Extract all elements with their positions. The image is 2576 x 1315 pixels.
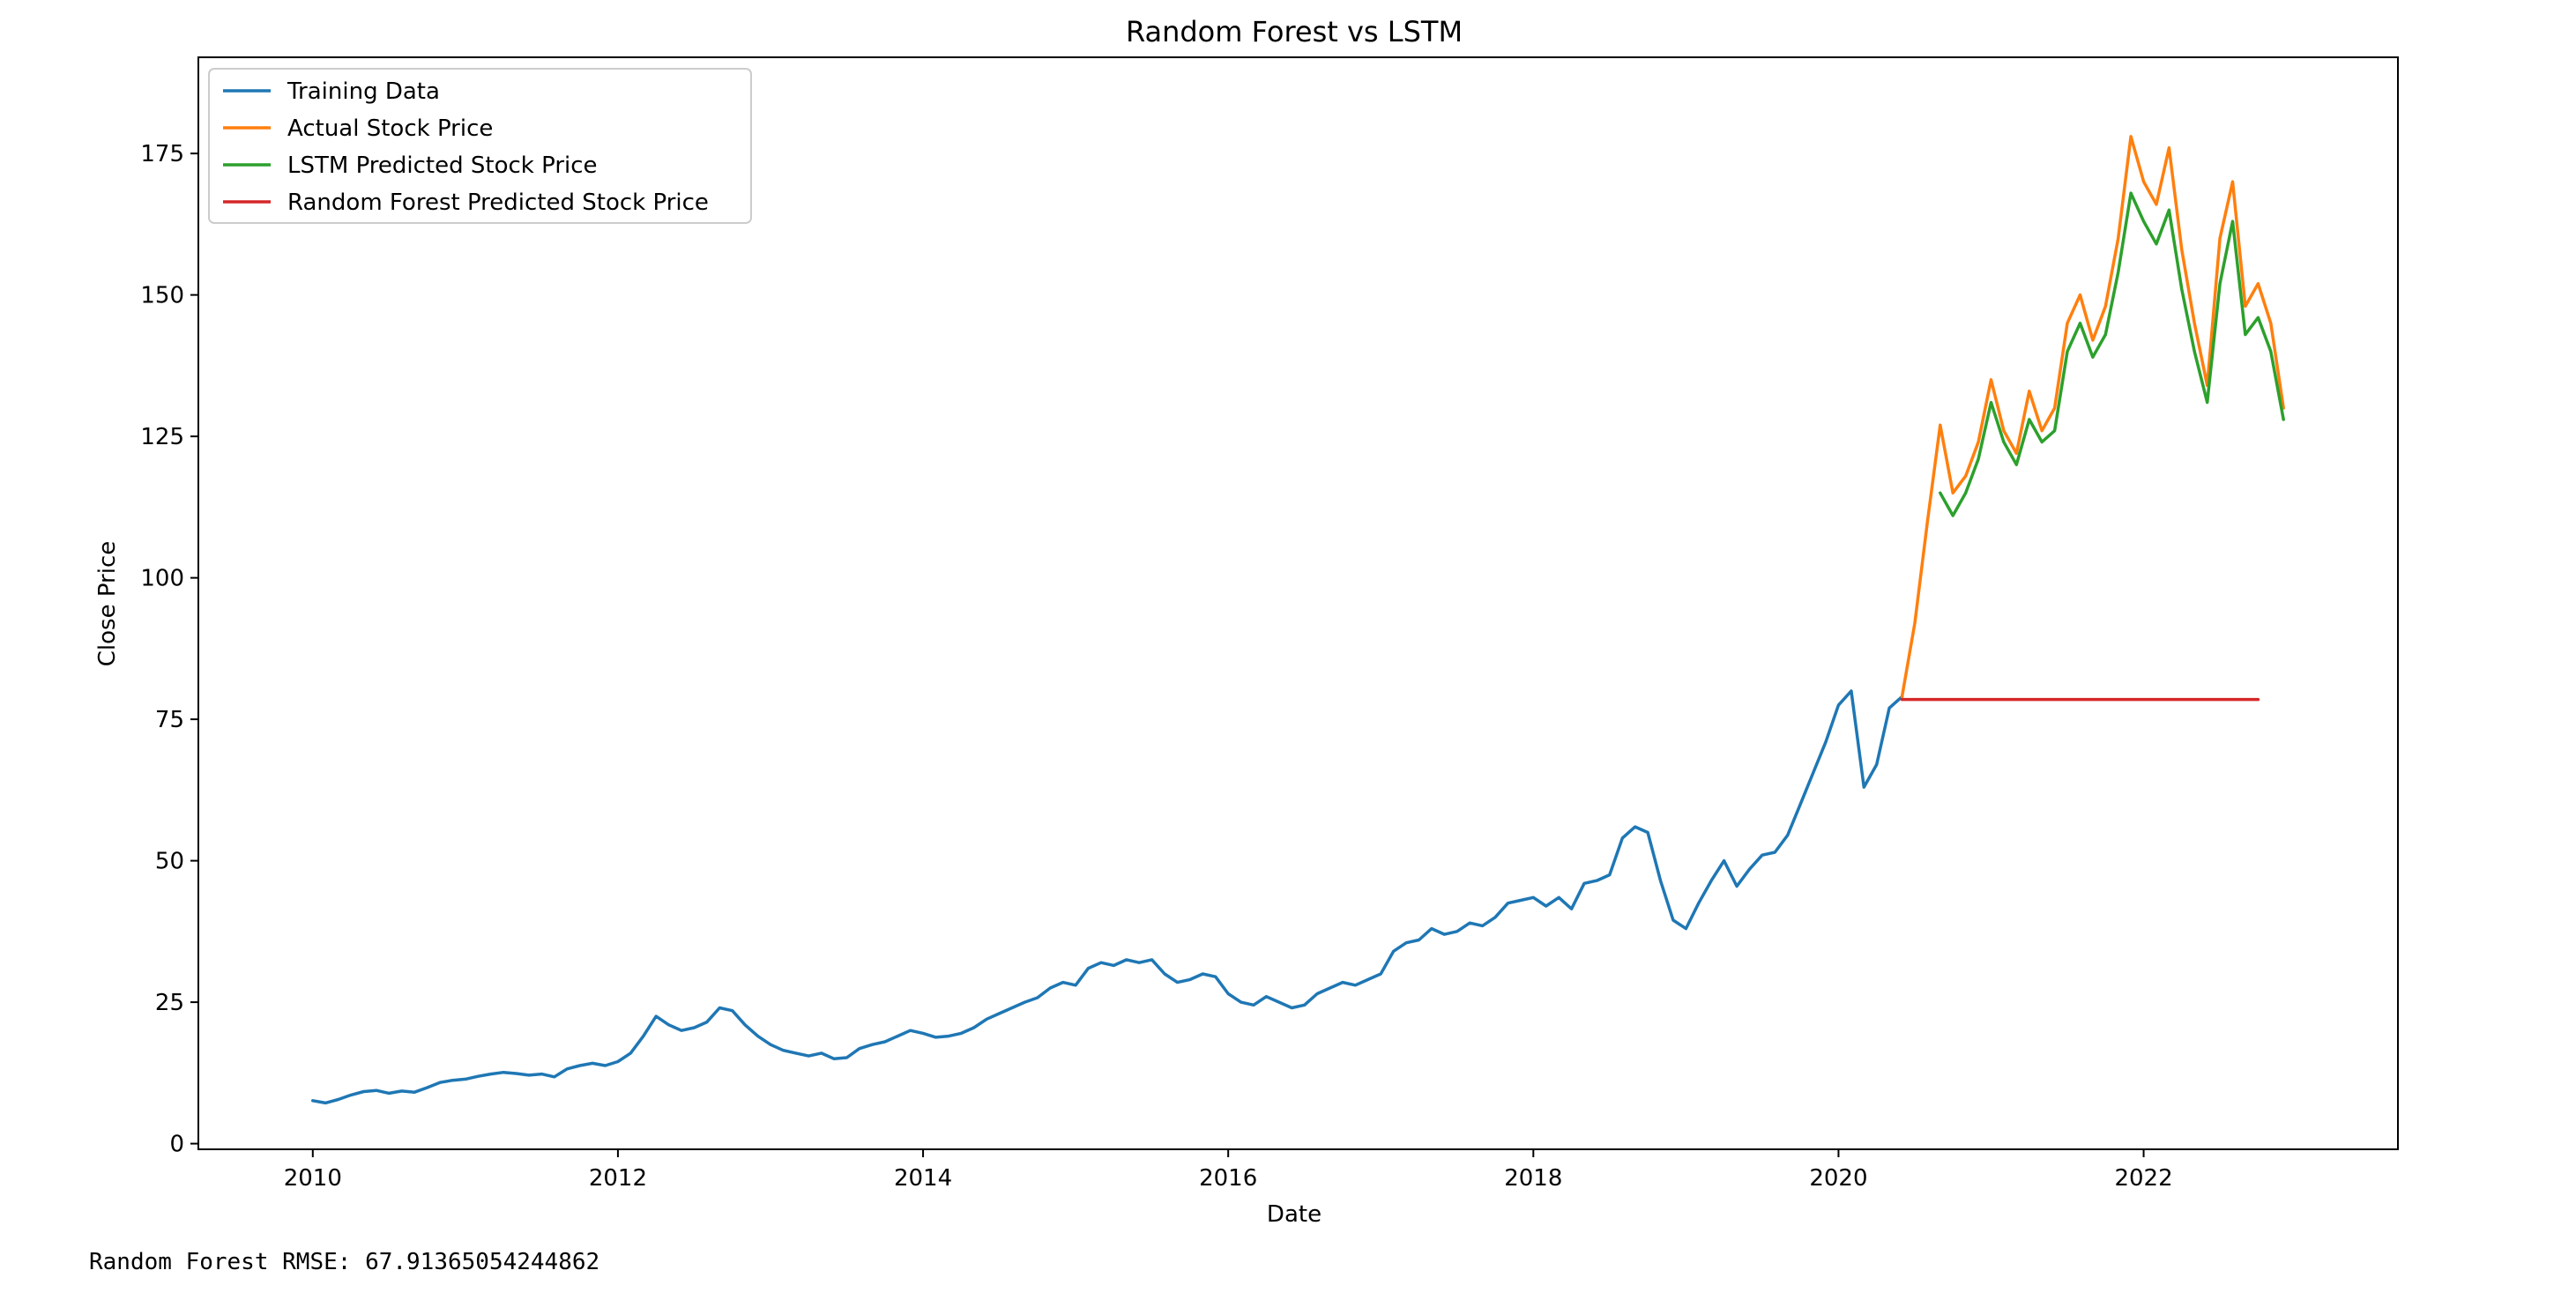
x-axis: 2010 2012 2014 2016 2018 2020 2022 — [284, 1149, 2173, 1192]
x-tick-label: 2012 — [589, 1165, 647, 1192]
series-line-lstm — [1939, 191, 2285, 517]
y-axis: 0 25 50 75 100 125 150 175 — [140, 141, 198, 1158]
x-tick-label: 2014 — [894, 1165, 952, 1192]
y-tick-label: 150 — [140, 283, 184, 309]
x-tick-label: 2016 — [1199, 1165, 1257, 1192]
legend-label-training: Training Data — [287, 78, 440, 105]
y-tick-label: 75 — [155, 707, 184, 733]
series-line-actual — [1900, 135, 2285, 699]
y-axis-label: Close Price — [94, 541, 121, 667]
series-line-training — [311, 689, 1904, 1105]
x-tick-label: 2010 — [284, 1165, 342, 1192]
y-tick-label: 0 — [169, 1132, 184, 1158]
legend-label-actual: Actual Stock Price — [287, 115, 493, 142]
legend-frame — [208, 68, 752, 224]
legend: Training Data Actual Stock Price LSTM Pred… — [208, 68, 752, 224]
y-tick-label: 100 — [140, 566, 184, 592]
x-axis-label: Date — [1267, 1201, 1322, 1228]
x-tick-label: 2020 — [1809, 1165, 1867, 1192]
y-tick-label: 125 — [140, 424, 184, 450]
plot-area — [311, 135, 2285, 1105]
y-tick-label: 25 — [155, 990, 184, 1016]
legend-label-lstm: LSTM Predicted Stock Price — [287, 152, 598, 179]
chart-title: Random Forest vs LSTM — [1126, 15, 1463, 48]
x-tick-label: 2022 — [2114, 1165, 2172, 1192]
legend-label-rf: Random Forest Predicted Stock Price — [287, 189, 709, 216]
rmse-output-text: Random Forest RMSE: 67.91365054244862 — [89, 1249, 600, 1275]
y-tick-label: 50 — [155, 849, 184, 875]
y-tick-label: 175 — [140, 141, 184, 167]
x-tick-label: 2018 — [1504, 1165, 1562, 1192]
axes-frame — [197, 56, 2399, 1150]
